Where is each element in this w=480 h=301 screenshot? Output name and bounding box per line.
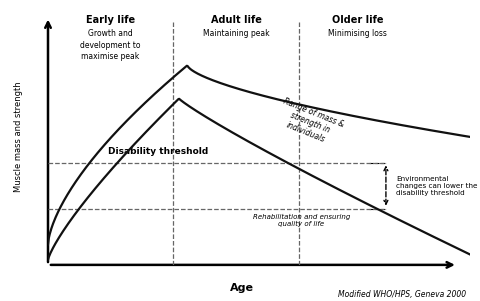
Text: Growth and
development to
maximise peak: Growth and development to maximise peak [80,29,141,61]
Text: Minimising loss: Minimising loss [328,29,387,39]
Text: Older life: Older life [332,15,383,25]
Text: Range of mass &
strength in
individuals: Range of mass & strength in individuals [274,97,346,149]
Text: Environmental
changes can lower the
disability threshold: Environmental changes can lower the disa… [396,175,478,196]
Text: Early life: Early life [86,15,135,25]
Text: Age: Age [230,283,254,293]
Text: Rehabilitation and ensuring
quality of life: Rehabilitation and ensuring quality of l… [253,214,350,227]
Text: Modified WHO/HPS, Geneva 2000: Modified WHO/HPS, Geneva 2000 [338,290,466,299]
Text: Disability threshold: Disability threshold [108,147,208,156]
Text: Adult life: Adult life [211,15,262,25]
Text: Maintaining peak: Maintaining peak [203,29,269,39]
Text: Muscle mass and strength: Muscle mass and strength [14,82,23,192]
